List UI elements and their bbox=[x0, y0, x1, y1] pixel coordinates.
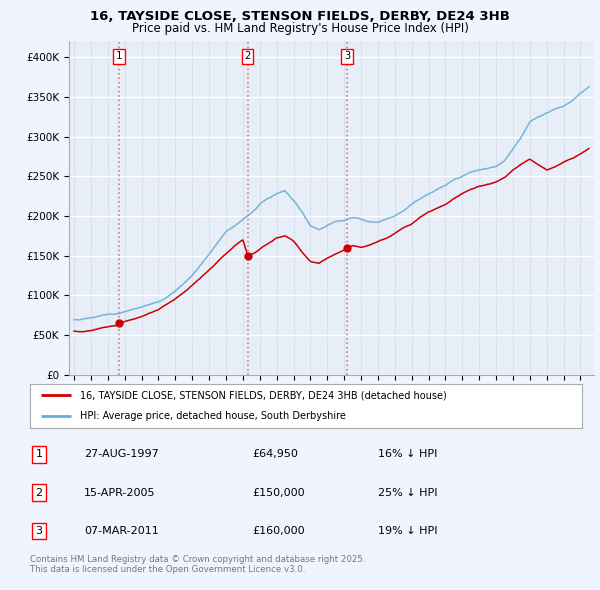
Text: 15-APR-2005: 15-APR-2005 bbox=[84, 488, 155, 497]
Text: 2: 2 bbox=[245, 51, 251, 61]
Text: 1: 1 bbox=[116, 51, 122, 61]
Text: HPI: Average price, detached house, South Derbyshire: HPI: Average price, detached house, Sout… bbox=[80, 411, 346, 421]
Text: Price paid vs. HM Land Registry's House Price Index (HPI): Price paid vs. HM Land Registry's House … bbox=[131, 22, 469, 35]
Text: Contains HM Land Registry data © Crown copyright and database right 2025.
This d: Contains HM Land Registry data © Crown c… bbox=[30, 555, 365, 574]
Text: 3: 3 bbox=[344, 51, 350, 61]
Text: 25% ↓ HPI: 25% ↓ HPI bbox=[378, 488, 437, 497]
Text: 19% ↓ HPI: 19% ↓ HPI bbox=[378, 526, 437, 536]
Text: £150,000: £150,000 bbox=[252, 488, 305, 497]
Text: 16, TAYSIDE CLOSE, STENSON FIELDS, DERBY, DE24 3HB (detached house): 16, TAYSIDE CLOSE, STENSON FIELDS, DERBY… bbox=[80, 391, 446, 401]
Text: 2: 2 bbox=[35, 488, 43, 497]
Text: 16, TAYSIDE CLOSE, STENSON FIELDS, DERBY, DE24 3HB: 16, TAYSIDE CLOSE, STENSON FIELDS, DERBY… bbox=[90, 10, 510, 23]
Text: 16% ↓ HPI: 16% ↓ HPI bbox=[378, 450, 437, 459]
Text: £160,000: £160,000 bbox=[252, 526, 305, 536]
Text: 07-MAR-2011: 07-MAR-2011 bbox=[84, 526, 159, 536]
Text: £64,950: £64,950 bbox=[252, 450, 298, 459]
Text: 1: 1 bbox=[35, 450, 43, 459]
Text: 3: 3 bbox=[35, 526, 43, 536]
Text: 27-AUG-1997: 27-AUG-1997 bbox=[84, 450, 159, 459]
